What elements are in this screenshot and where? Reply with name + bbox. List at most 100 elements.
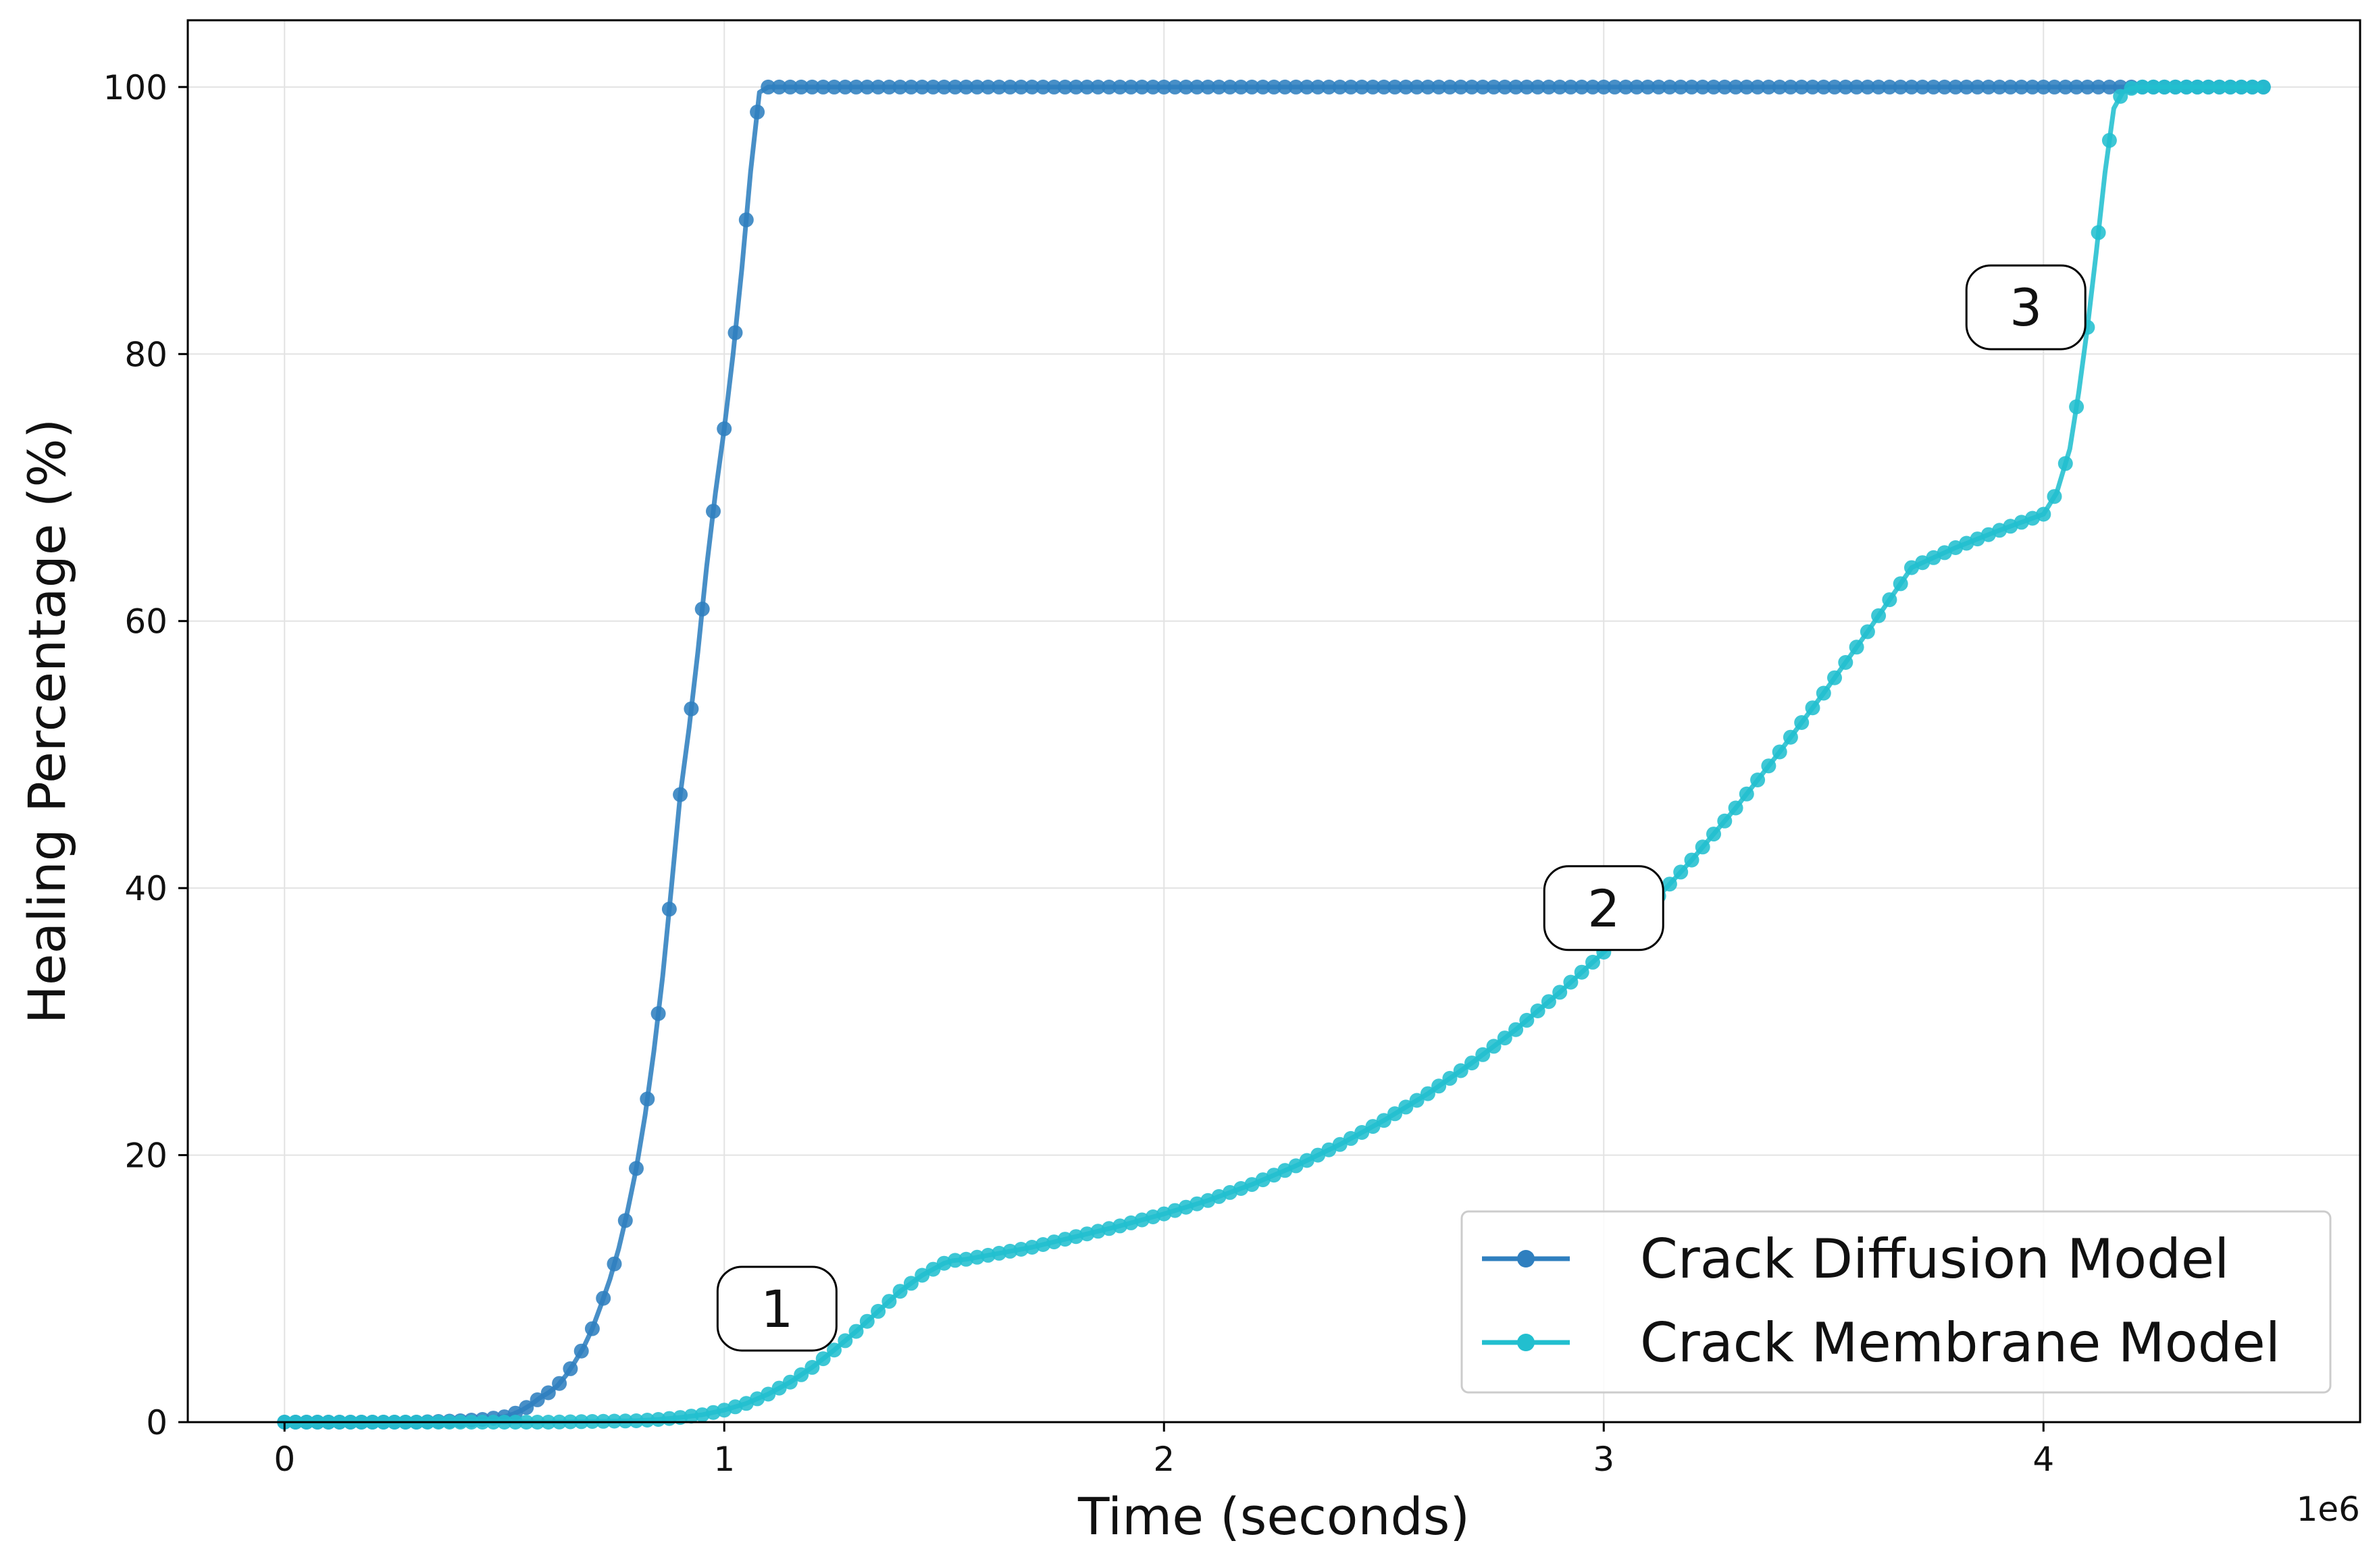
data-point <box>859 79 875 95</box>
data-point <box>1376 79 1391 95</box>
data-point <box>1805 700 1820 716</box>
data-point <box>1156 79 1172 95</box>
data-point <box>1002 79 1018 95</box>
data-point <box>2080 79 2095 95</box>
data-point <box>540 1385 556 1401</box>
data-point <box>1827 670 1842 685</box>
data-point <box>2057 456 2073 471</box>
data-point <box>750 104 765 120</box>
data-point <box>2101 79 2117 95</box>
data-point <box>969 1249 985 1265</box>
data-point <box>1321 79 1337 95</box>
data-point <box>1783 79 1798 95</box>
data-point <box>2201 79 2216 95</box>
annotation-box <box>1965 264 2087 350</box>
annotations: 1 2 3 <box>716 264 2087 1352</box>
data-point <box>584 1321 600 1336</box>
data-point <box>2134 79 2150 95</box>
x-axis-offset-label: 1e6 <box>2297 1490 2360 1529</box>
data-point <box>1431 1078 1447 1094</box>
data-point <box>1508 1022 1524 1037</box>
data-point <box>1365 79 1381 95</box>
data-point <box>1717 79 1733 95</box>
data-point <box>1585 954 1600 970</box>
data-point <box>607 1256 622 1272</box>
data-point <box>1552 79 1568 95</box>
data-point <box>1816 79 1831 95</box>
data-point <box>1222 79 1237 95</box>
legend-item: Crack Membrane Model <box>1482 1311 2280 1374</box>
data-point <box>848 79 864 95</box>
data-point <box>1321 1142 1337 1157</box>
data-point <box>1618 79 1633 95</box>
data-point <box>1090 79 1106 95</box>
data-point <box>684 1409 699 1424</box>
data-point <box>1178 79 1194 95</box>
data-point <box>761 1386 776 1402</box>
data-point <box>1959 79 1974 95</box>
data-point <box>1519 1012 1535 1028</box>
data-point <box>1871 79 1887 95</box>
data-point <box>1585 79 1600 95</box>
data-point <box>903 79 919 95</box>
data-point <box>1112 79 1128 95</box>
data-point <box>2168 79 2183 95</box>
data-point <box>1024 79 1040 95</box>
data-point <box>1420 1086 1435 1101</box>
data-point <box>1002 1243 1018 1259</box>
data-point <box>629 1413 644 1428</box>
data-point <box>1057 79 1073 95</box>
data-point <box>1420 79 1435 95</box>
data-point <box>1299 1153 1314 1168</box>
data-point <box>1497 1030 1512 1046</box>
data-point <box>738 212 754 228</box>
data-point <box>1684 79 1699 95</box>
data-point <box>617 1213 633 1228</box>
data-point <box>2255 79 2271 95</box>
data-point <box>1541 994 1556 1010</box>
x-tick-label: 2 <box>1153 1440 1175 1479</box>
x-tick-label: 1 <box>713 1440 735 1479</box>
data-point <box>1299 79 1314 95</box>
data-point <box>1310 79 1326 95</box>
data-point <box>694 1407 710 1423</box>
data-point <box>1937 79 1952 95</box>
data-point <box>1926 79 1941 95</box>
data-point <box>1882 592 1897 608</box>
data-point <box>1244 79 1260 95</box>
data-point <box>717 421 732 436</box>
data-point <box>815 79 831 95</box>
data-point <box>1146 79 1160 95</box>
data-point <box>1739 79 1754 95</box>
annotation-1: 1 <box>716 1265 838 1352</box>
data-point <box>1706 79 1721 95</box>
y-tick-label: 60 <box>124 602 168 642</box>
data-point <box>2025 79 2040 95</box>
data-point <box>1046 79 1062 95</box>
data-point <box>1442 79 1458 95</box>
data-point <box>827 1342 842 1358</box>
data-point <box>1728 79 1743 95</box>
data-point <box>1629 79 1645 95</box>
data-point <box>617 1413 633 1429</box>
data-point <box>1069 79 1083 95</box>
data-point <box>1849 79 1864 95</box>
data-point <box>892 1284 908 1299</box>
series-2 <box>277 79 2271 1430</box>
data-point <box>1409 1093 1425 1108</box>
data-point <box>1190 79 1205 95</box>
data-point <box>2101 132 2117 148</box>
data-point <box>871 79 886 95</box>
data-point <box>1365 1119 1381 1134</box>
y-tick-label: 20 <box>124 1136 168 1176</box>
data-point <box>859 1313 875 1329</box>
annotation-2: 2 <box>1543 865 1664 951</box>
data-point <box>1750 79 1766 95</box>
data-point <box>1486 79 1502 95</box>
data-point <box>552 1376 567 1391</box>
data-point <box>2178 79 2194 95</box>
data-point <box>650 1006 666 1021</box>
data-point <box>1387 1106 1402 1122</box>
data-point <box>958 79 974 95</box>
